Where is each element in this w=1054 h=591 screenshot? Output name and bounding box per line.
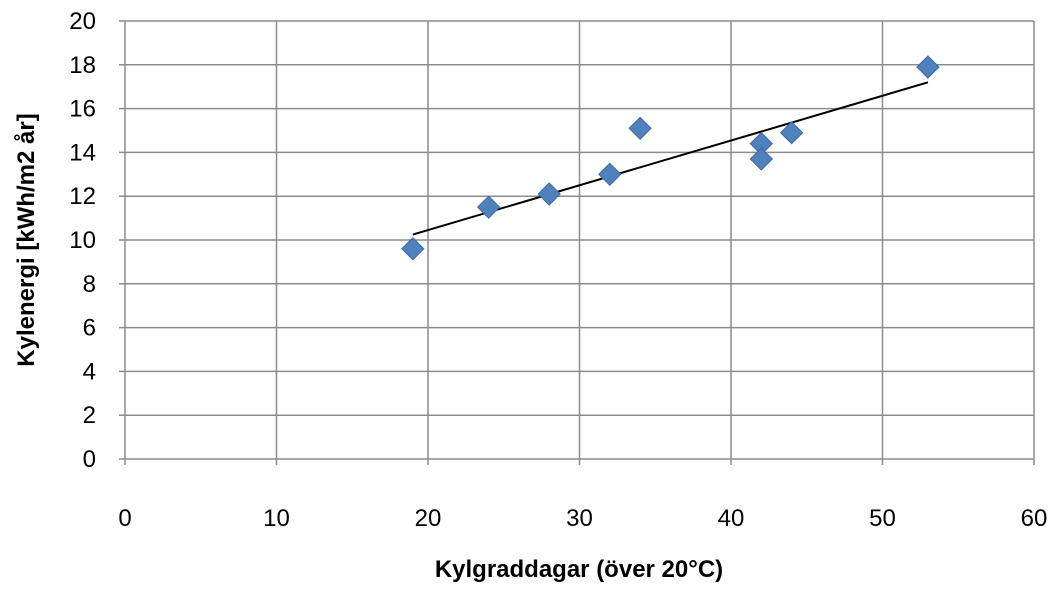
data-point	[537, 182, 561, 206]
y-tick-label: 10	[69, 227, 96, 254]
y-axis-title: Kylenergi [kWh/m2 år]	[13, 113, 40, 366]
data-point	[401, 237, 425, 261]
data-point	[749, 147, 774, 171]
y-tick-label: 6	[83, 315, 96, 342]
y-tick-label: 16	[69, 96, 96, 123]
x-tick-label: 60	[1021, 505, 1048, 532]
data-point	[598, 162, 622, 187]
y-tick-label: 8	[83, 271, 96, 298]
y-tick-label: 0	[83, 446, 96, 473]
data-point	[779, 120, 804, 145]
y-tick-label: 12	[69, 183, 96, 210]
data-points	[401, 55, 940, 261]
tick-labels: 0 2 4 6 8 10 12 14 16 18 20 0 10 20 30 40 50 60	[69, 8, 1047, 532]
trendline	[412, 81, 929, 236]
y-tick-label: 20	[69, 8, 96, 35]
x-tick-label: 30	[566, 505, 593, 532]
y-tick-label: 2	[83, 402, 96, 429]
y-tick-label: 4	[83, 358, 96, 385]
x-axis-title: Kylgraddagar (över 20°C)	[435, 556, 723, 583]
y-tick-label: 14	[69, 139, 96, 166]
grid	[119, 20, 1035, 465]
trendline-layer	[412, 81, 929, 236]
x-tick-label: 40	[718, 505, 745, 532]
data-point	[476, 195, 501, 219]
x-tick-label: 0	[118, 505, 131, 532]
data-point	[916, 55, 940, 79]
data-point	[628, 116, 652, 141]
x-tick-label: 20	[415, 505, 442, 532]
y-tick-label: 18	[69, 52, 96, 79]
x-tick-label: 10	[263, 505, 290, 532]
x-tick-label: 50	[869, 505, 896, 532]
